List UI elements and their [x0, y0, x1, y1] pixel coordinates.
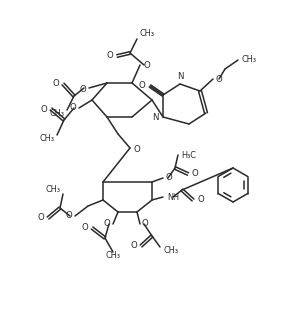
Text: O: O	[103, 219, 110, 228]
Text: O: O	[142, 219, 149, 228]
Text: O: O	[52, 79, 59, 88]
Text: N: N	[153, 112, 159, 122]
Text: O: O	[143, 61, 150, 70]
Text: CH₃: CH₃	[163, 246, 178, 255]
Text: CH₃: CH₃	[49, 109, 64, 118]
Text: CH₃: CH₃	[39, 134, 54, 143]
Text: N: N	[177, 72, 183, 81]
Text: H₃C: H₃C	[181, 151, 196, 159]
Text: CH₃: CH₃	[140, 29, 155, 38]
Text: O: O	[192, 169, 199, 179]
Text: CH₃: CH₃	[105, 251, 121, 260]
Text: O: O	[138, 82, 145, 90]
Text: O: O	[106, 52, 113, 61]
Text: CH₃: CH₃	[45, 185, 60, 194]
Text: O: O	[40, 105, 47, 113]
Text: O: O	[216, 75, 223, 84]
Text: O: O	[79, 85, 86, 94]
Text: O: O	[130, 241, 137, 250]
Text: O: O	[197, 195, 204, 204]
Text: O: O	[133, 145, 140, 154]
Text: CH₃: CH₃	[241, 54, 256, 64]
Text: O: O	[81, 224, 88, 233]
Text: O: O	[166, 173, 173, 182]
Text: NH: NH	[167, 192, 179, 202]
Text: O: O	[37, 214, 44, 223]
Text: O: O	[65, 212, 72, 221]
Text: O: O	[69, 103, 76, 112]
